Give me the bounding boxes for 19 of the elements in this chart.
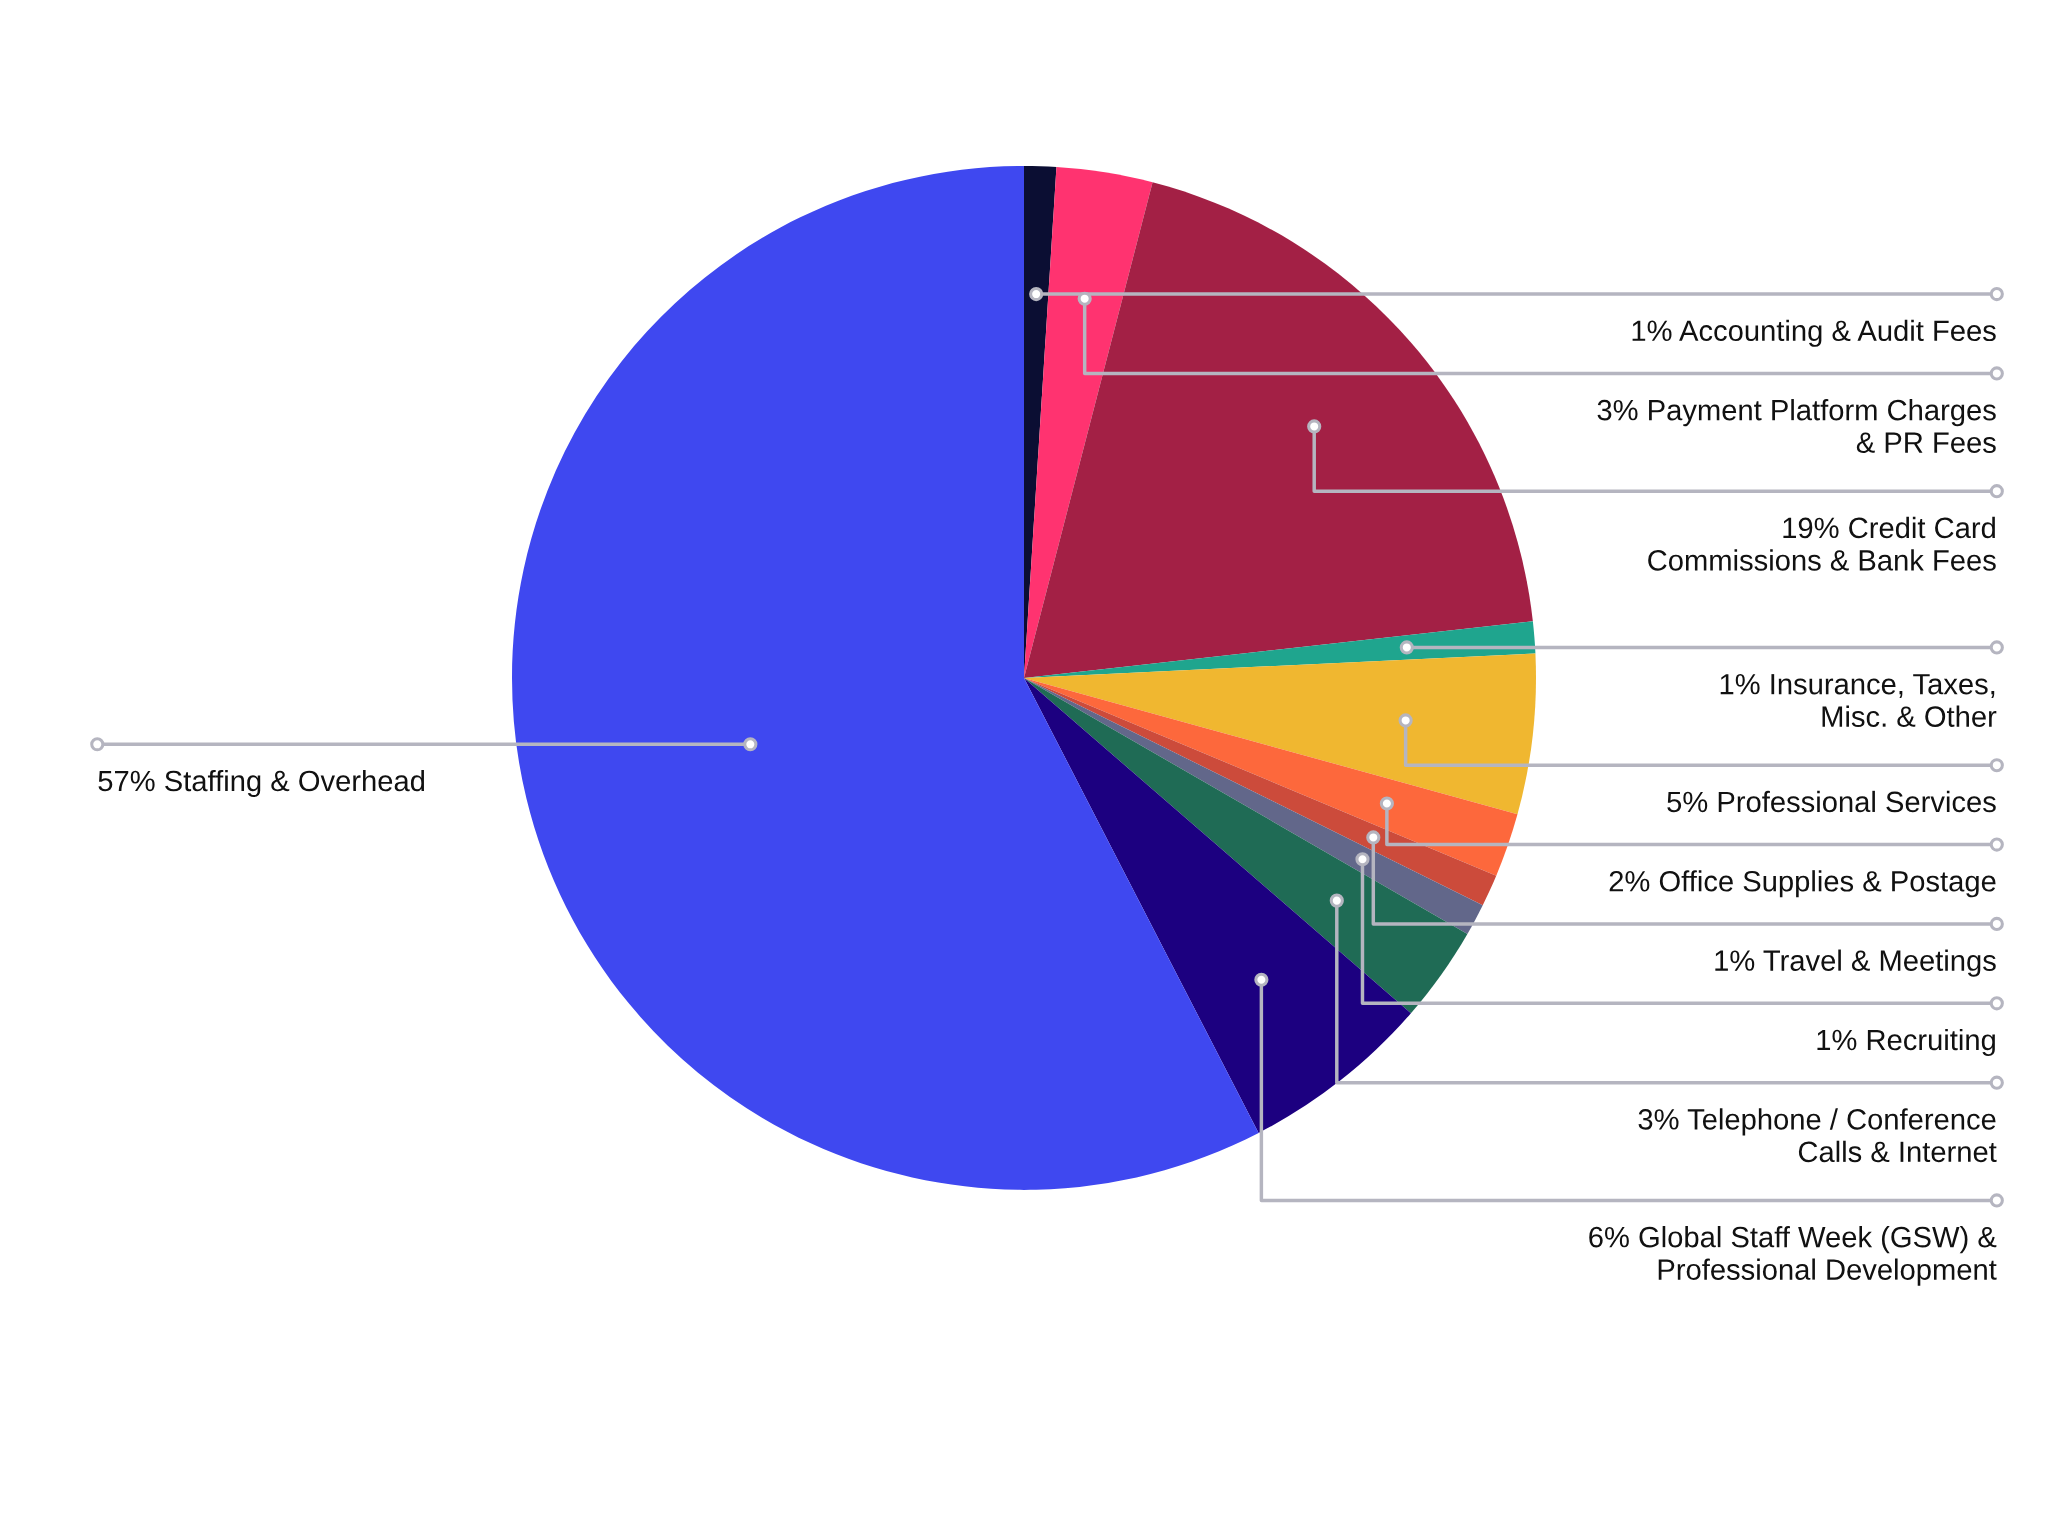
pie-slice (1024, 182, 1533, 678)
pie-slice (1024, 677, 1518, 876)
pie-slice (1024, 677, 1468, 1014)
slice-label: 1% Accounting & Audit Fees (1632, 319, 1996, 347)
slice-label: 1% Recruiting (1817, 1028, 1995, 1057)
slice-label: 3% Telephone / Conference Calls & Internet (1638, 1108, 1997, 1163)
slice-label: 1% Travel & Meetings (1715, 949, 1996, 977)
slice-label: 1% Insurance, Taxes, Misc. & Other (1720, 673, 1997, 727)
slice-label: 6% Global Staff Week (GSW) & Professional Development (1589, 1226, 1997, 1286)
pie-slice (512, 165, 1259, 1190)
slice-label: 3% Payment Platform Charges & PR Fees (1597, 399, 1996, 453)
slice-label: 19% Credit Card Commissions & Bank Fees (1648, 516, 1996, 571)
pie-slice (1024, 677, 1411, 1133)
pie-slice (1024, 653, 1536, 815)
pie-slice (1024, 166, 1153, 678)
slice-label: 57% Staffing & Overhead (98, 769, 425, 798)
pie-slice (1024, 621, 1536, 678)
slice-label: 5% Professional Services (1667, 790, 1996, 813)
slice-label: 2% Office Supplies & Postage (1609, 870, 1996, 898)
